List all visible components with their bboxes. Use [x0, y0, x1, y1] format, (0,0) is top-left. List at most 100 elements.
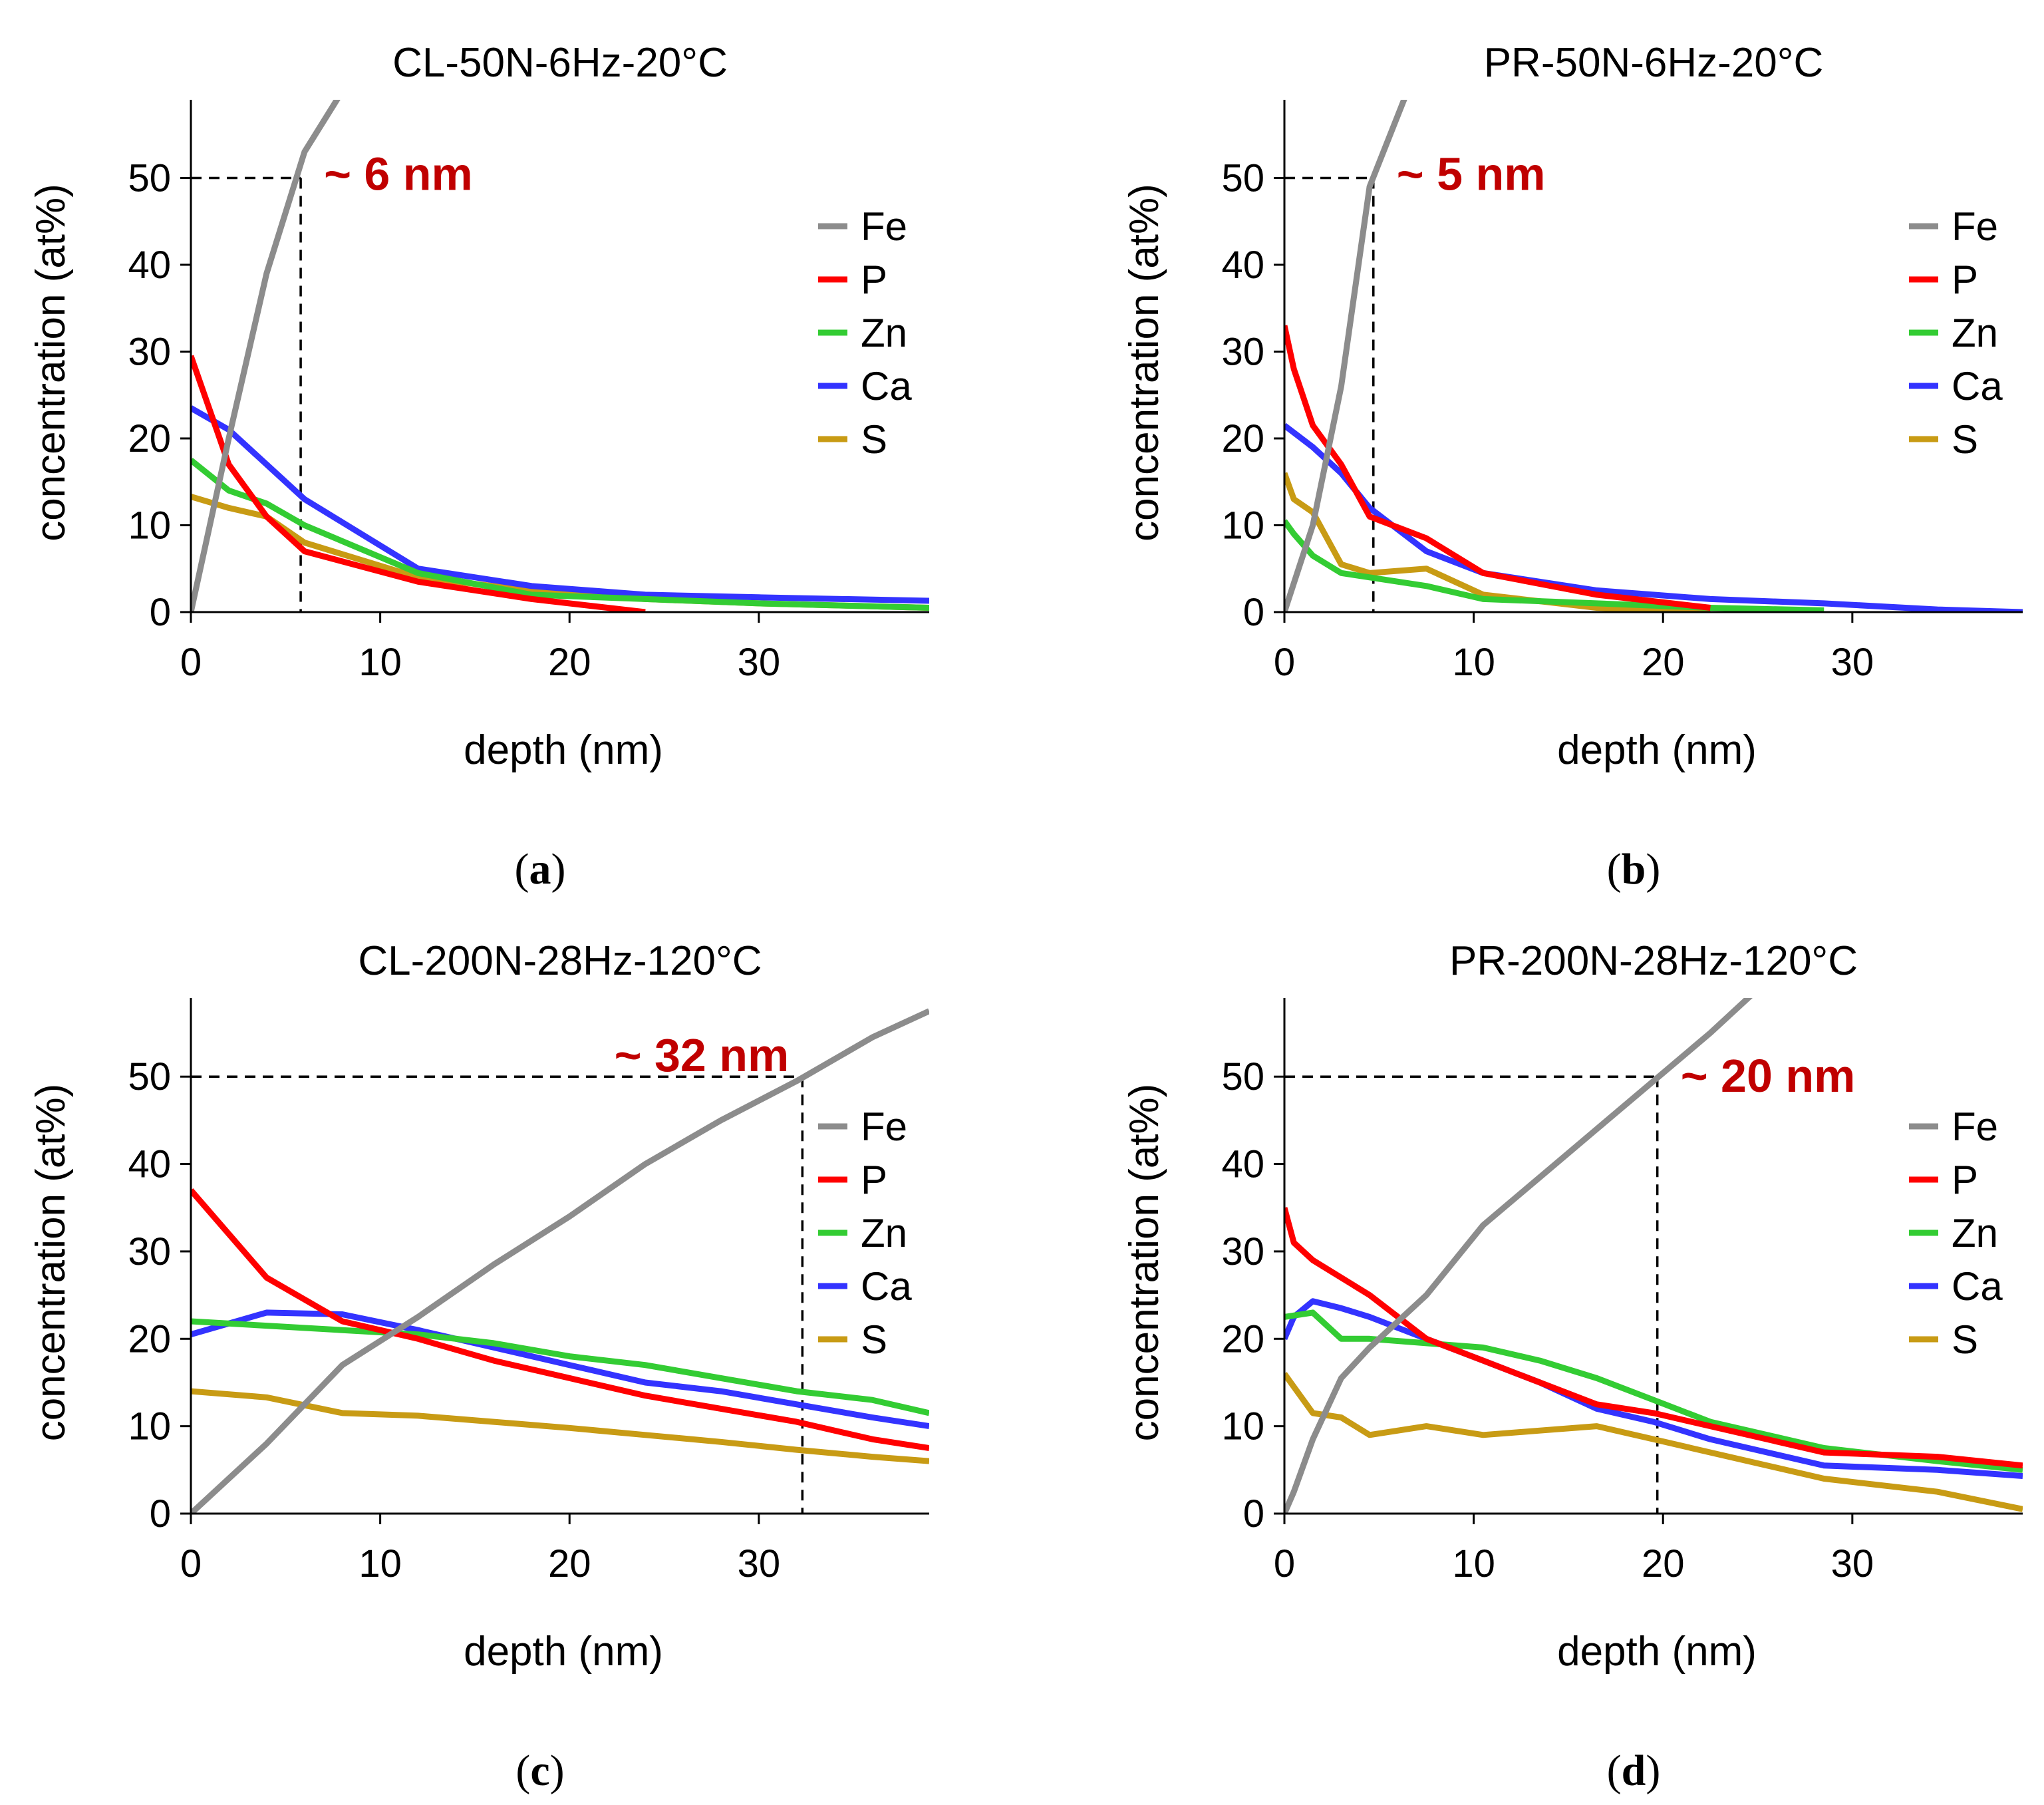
- legend-label-fe: Fe: [861, 204, 907, 249]
- legend-label-zn: Zn: [1952, 311, 1998, 355]
- x-tick-label: 10: [359, 641, 402, 684]
- series-line-ca: [191, 405, 929, 604]
- annotation-depth: ~ 5 nm: [1397, 148, 1546, 200]
- panel-label: (d): [1607, 1746, 1661, 1795]
- x-tick-label: 20: [548, 641, 591, 684]
- y-tick-label: 50: [128, 1055, 171, 1098]
- legend-label-p: P: [861, 1158, 887, 1202]
- x-tick-label: 30: [1831, 641, 1874, 684]
- x-axis-label: depth (nm): [464, 1629, 663, 1675]
- legend-label-zn: Zn: [1952, 1211, 1998, 1255]
- panel-label-letter: d: [1622, 1746, 1646, 1795]
- series-lines: [191, 100, 929, 612]
- y-tick-label: 50: [1221, 156, 1264, 200]
- x-tick-label: 30: [738, 1542, 781, 1585]
- y-axis-label: concentration (at%): [1121, 1084, 1167, 1442]
- chart-panel-a: CL-50N-6Hz-20°C 0 10 20 30 40 50 0 10 20 30 depth (…: [28, 40, 929, 894]
- x-tick-label: 0: [1274, 1542, 1295, 1585]
- series-lines: [191, 1008, 929, 1514]
- series-line-zn: [1284, 1309, 2023, 1473]
- y-axis-label: concentration (at%): [28, 1084, 74, 1442]
- series-lines: [1284, 998, 2023, 1514]
- chart-panel-c: CL-200N-28Hz-120°C 0 10 20 30 40 50 0 10 20 30 dept…: [28, 938, 929, 1795]
- series-line-s: [191, 1388, 929, 1464]
- legend: Fe P Zn Ca S: [1909, 1104, 2003, 1362]
- x-tick-label: 20: [548, 1542, 591, 1585]
- legend-label-fe: Fe: [1952, 204, 1998, 249]
- legend-label-s: S: [1952, 1317, 1978, 1362]
- y-tick-label: 0: [150, 591, 171, 634]
- panel-label-close: ): [550, 1746, 565, 1795]
- y-tick-label: 40: [128, 244, 171, 287]
- y-tick-label: 20: [1221, 417, 1264, 460]
- series-line-p: [191, 1188, 929, 1451]
- y-tick-label: 20: [128, 1317, 171, 1361]
- chart-title: PR-200N-28Hz-120°C: [1449, 938, 1858, 984]
- legend-label-s: S: [861, 417, 887, 462]
- y-tick-label: 40: [1221, 1143, 1264, 1186]
- panel-label-open: (: [515, 845, 529, 894]
- x-tick-label: 0: [180, 1542, 202, 1585]
- panel-label: (c): [515, 1746, 564, 1795]
- y-tick-label: 10: [1221, 504, 1264, 547]
- y-tick-label: 0: [150, 1492, 171, 1536]
- y-axis-label: concentration (at%): [1121, 184, 1167, 542]
- panel-label-open: (: [1607, 845, 1622, 894]
- legend-label-zn: Zn: [861, 311, 907, 355]
- panel-label-close: ): [1646, 1746, 1660, 1795]
- panel-label-close: ): [551, 845, 566, 894]
- x-axis-label: depth (nm): [1557, 727, 1757, 773]
- legend-label-ca: Ca: [1952, 1264, 2003, 1309]
- series-line-fe: [191, 100, 341, 612]
- chart-title: CL-200N-28Hz-120°C: [358, 938, 762, 984]
- legend-label-fe: Fe: [861, 1104, 907, 1149]
- series-line-p: [1284, 1207, 2023, 1469]
- y-tick-label: 30: [1221, 330, 1264, 373]
- series-line-fe: [1284, 100, 1407, 612]
- y-tick-label: 20: [1221, 1317, 1264, 1361]
- series-line-zn: [191, 1318, 929, 1416]
- x-tick-label: 30: [1831, 1542, 1874, 1585]
- panel-label-open: (: [515, 1746, 530, 1795]
- legend-label-ca: Ca: [861, 1264, 912, 1309]
- x-tick-label: 0: [180, 641, 202, 684]
- y-tick-label: 30: [128, 1230, 171, 1273]
- y-tick-label: 10: [1221, 1405, 1264, 1448]
- legend-label-zn: Zn: [861, 1211, 907, 1255]
- panel-label: (a): [515, 845, 566, 894]
- legend-label-p: P: [1952, 257, 1978, 302]
- series-line-zn: [191, 458, 929, 611]
- panel-label-letter: a: [529, 845, 551, 894]
- x-axis-label: depth (nm): [464, 727, 663, 773]
- y-tick-label: 40: [128, 1143, 171, 1186]
- series-line-p: [191, 355, 646, 612]
- annotation-depth: ~ 20 nm: [1681, 1050, 1856, 1102]
- y-tick-label: 10: [128, 504, 171, 547]
- x-tick-label: 0: [1274, 641, 1295, 684]
- y-tick-label: 30: [1221, 1230, 1264, 1273]
- x-tick-label: 20: [1642, 641, 1685, 684]
- legend-label-ca: Ca: [861, 364, 912, 409]
- y-tick-label: 20: [128, 417, 171, 460]
- panel-label: (b): [1607, 845, 1661, 894]
- y-tick-label: 50: [1221, 1055, 1264, 1098]
- series-line-fe: [191, 1008, 929, 1514]
- x-axis-label: depth (nm): [1557, 1629, 1757, 1675]
- legend-label-p: P: [861, 257, 887, 302]
- x-tick-label: 10: [359, 1542, 402, 1585]
- legend-label-s: S: [861, 1317, 887, 1362]
- series-line-s: [1284, 1372, 2023, 1512]
- y-tick-label: 50: [128, 156, 171, 200]
- chart-title: CL-50N-6Hz-20°C: [392, 40, 728, 86]
- x-tick-label: 10: [1452, 1542, 1495, 1585]
- panel-label-letter: c: [530, 1746, 549, 1795]
- x-tick-label: 10: [1452, 641, 1495, 684]
- series-line-ca: [191, 1309, 929, 1430]
- legend-label-p: P: [1952, 1158, 1978, 1202]
- legend-label-s: S: [1952, 417, 1978, 462]
- annotation-depth: ~ 6 nm: [324, 148, 473, 200]
- legend: Fe P Zn Ca S: [818, 204, 912, 462]
- y-tick-label: 10: [128, 1405, 171, 1448]
- annotation-depth: ~ 32 nm: [615, 1029, 790, 1081]
- x-tick-label: 20: [1642, 1542, 1685, 1585]
